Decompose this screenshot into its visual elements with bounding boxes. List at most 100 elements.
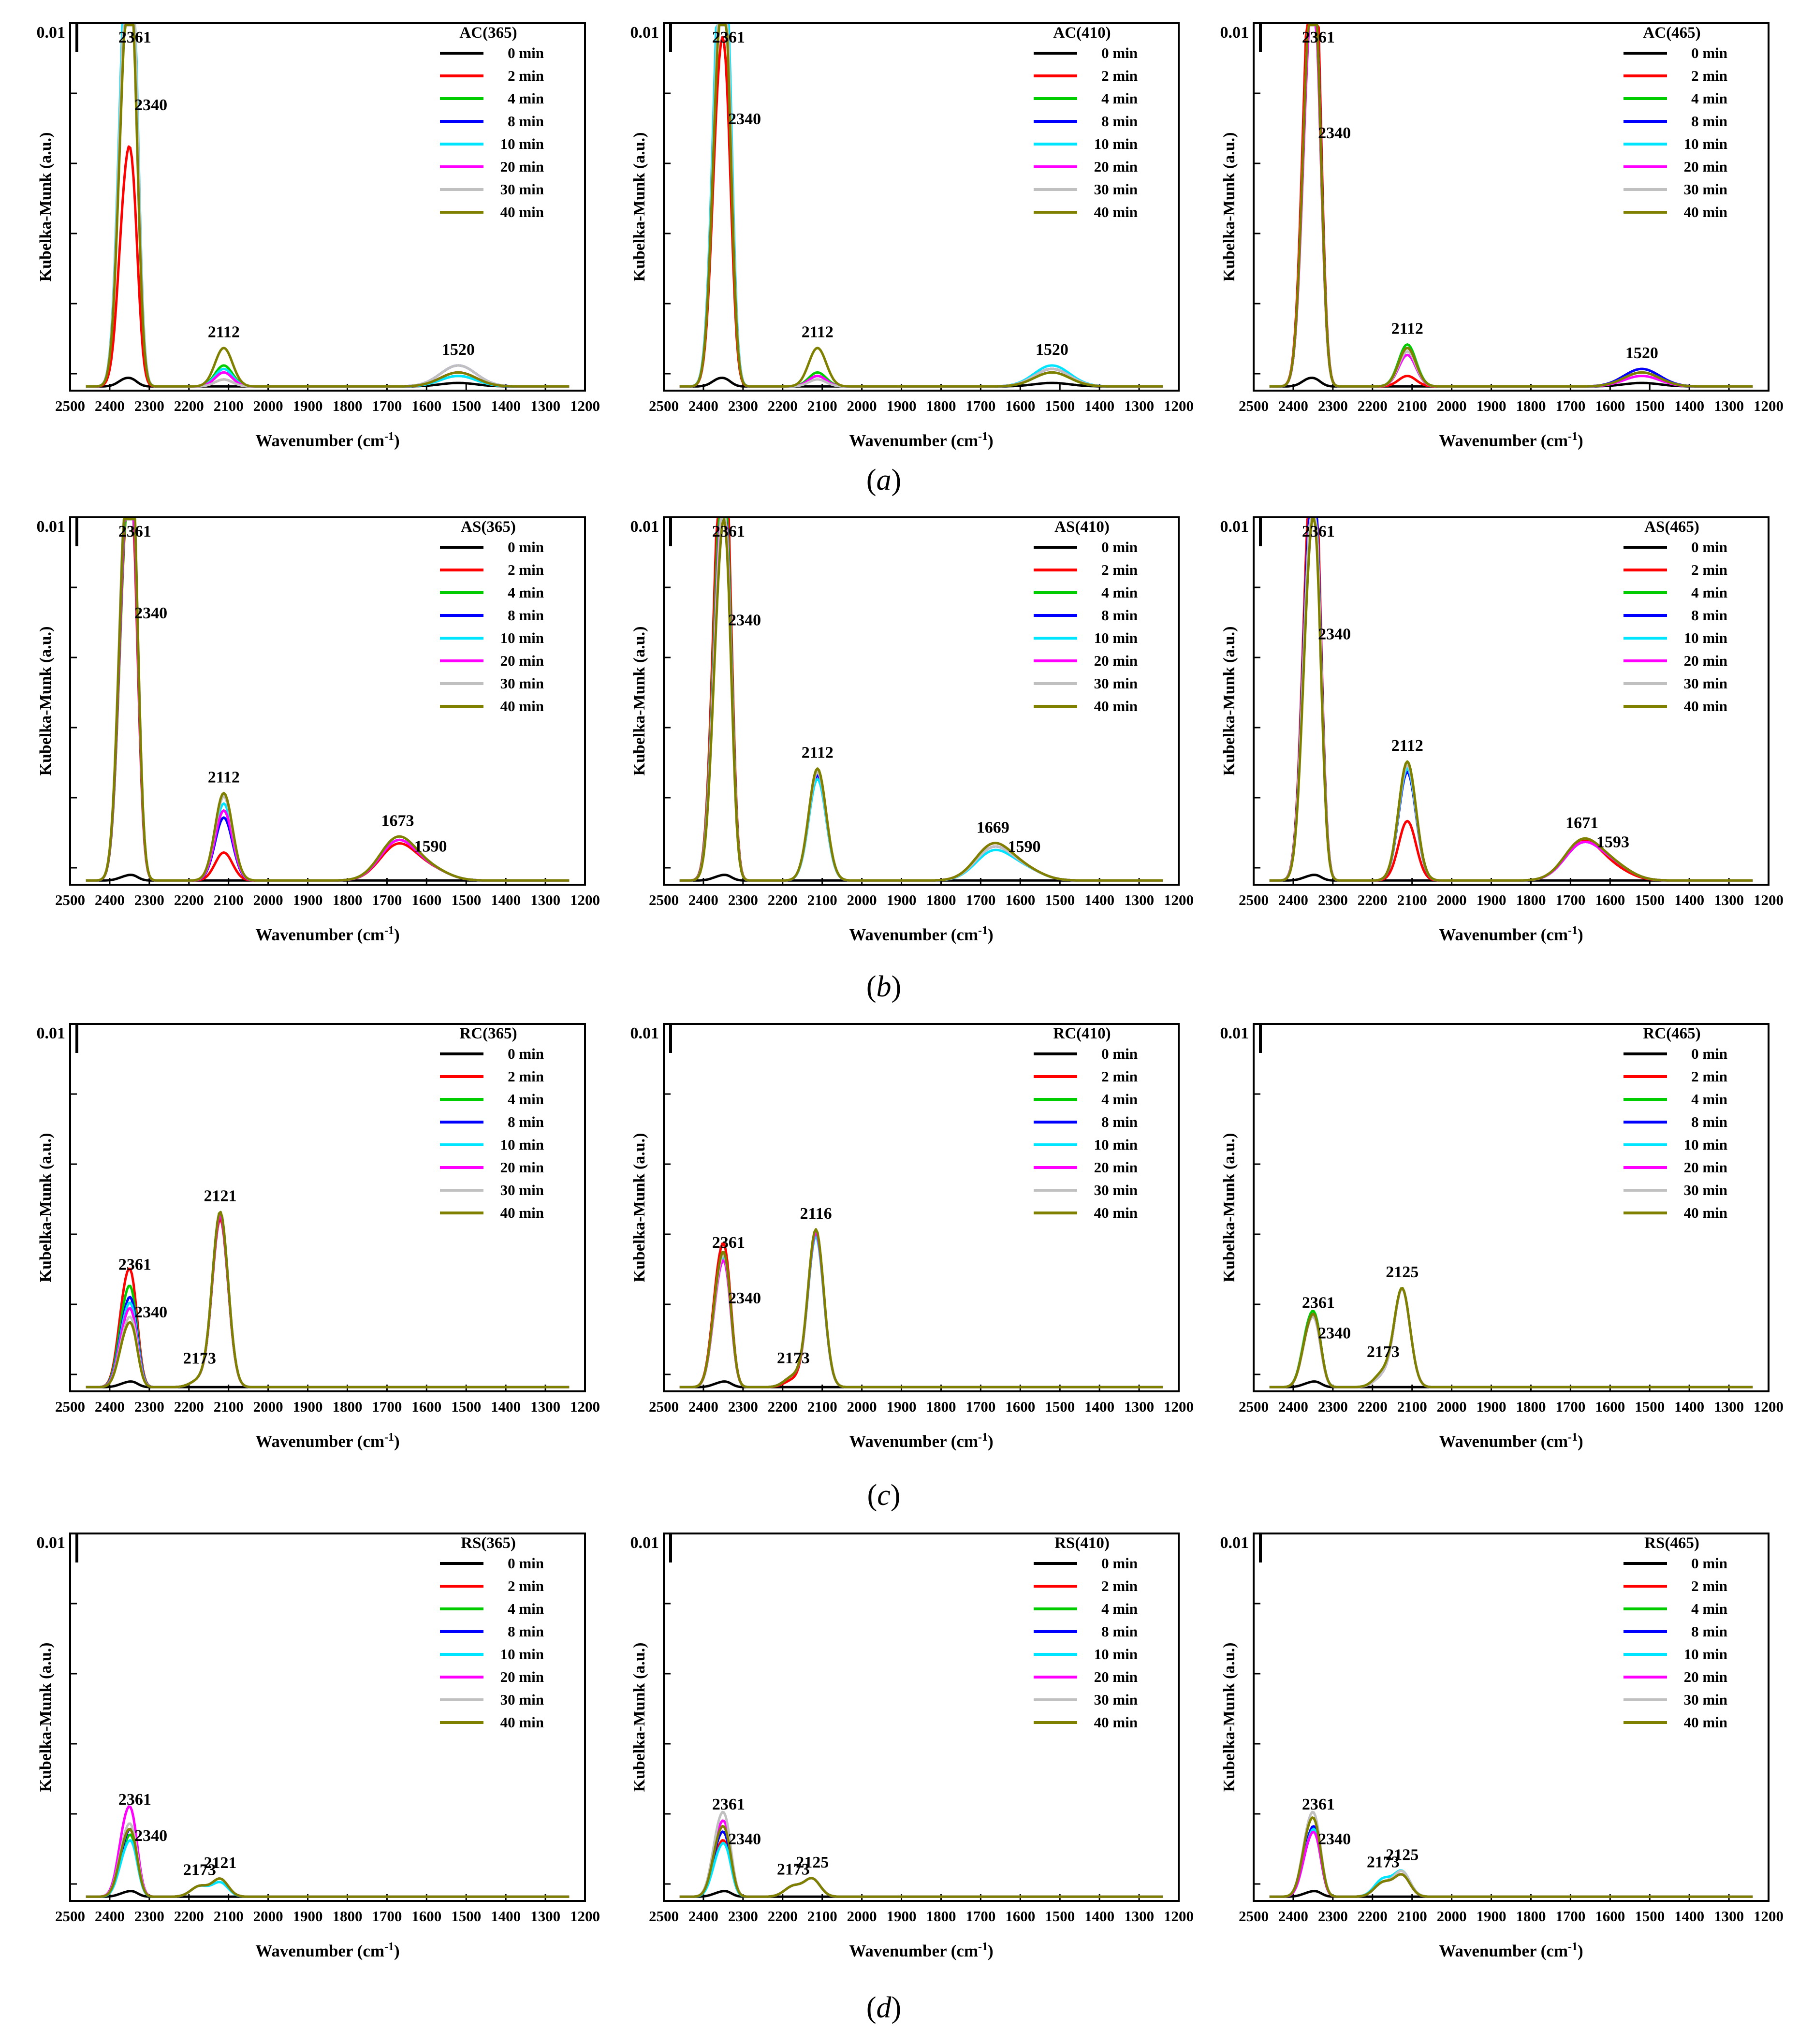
x-tick-label: 2300 bbox=[728, 891, 758, 908]
plot-frame bbox=[663, 516, 1180, 886]
x-tick-label: 2100 bbox=[1397, 1908, 1427, 1925]
legend-label: 20 min bbox=[1094, 652, 1138, 669]
peak-label: 2361 bbox=[118, 1791, 151, 1809]
series-line-10-min bbox=[1269, 24, 1753, 388]
legend-label: 8 min bbox=[508, 607, 544, 624]
x-tick-label: 2400 bbox=[1278, 1398, 1308, 1415]
legend-label: 4 min bbox=[1691, 1091, 1727, 1108]
x-tick-label: 1900 bbox=[887, 1398, 917, 1415]
series-line-4-min bbox=[86, 1214, 570, 1388]
legend-label: 8 min bbox=[1691, 607, 1727, 624]
chart-title: RC(465) bbox=[1643, 1025, 1700, 1042]
chart-panel-as-365: 0.01 Kubelka-Munk (a.u.) 2500 2400 2300 2200 2… bbox=[37, 516, 600, 944]
x-tick-label: 1200 bbox=[1754, 1398, 1784, 1415]
x-tick-label: 2000 bbox=[1437, 891, 1467, 908]
legend-label: 2 min bbox=[1101, 67, 1138, 84]
legend-label: 4 min bbox=[508, 584, 544, 601]
y-scale-label: 0.01 bbox=[1220, 1024, 1249, 1042]
legend-label: 2 min bbox=[1691, 67, 1727, 84]
legend-label: 0 min bbox=[1101, 44, 1138, 61]
y-scale-label: 0.01 bbox=[630, 1024, 659, 1042]
x-tick-label: 1900 bbox=[293, 891, 323, 908]
x-tick-label: 1900 bbox=[293, 397, 323, 414]
chart-title: RS(465) bbox=[1644, 1534, 1699, 1552]
x-tick-label: 1800 bbox=[926, 891, 956, 908]
series-line-2-min bbox=[86, 518, 570, 882]
legend-label: 2 min bbox=[1101, 1577, 1138, 1594]
legend-label: 2 min bbox=[508, 67, 544, 84]
x-tick-label: 2200 bbox=[768, 397, 798, 414]
series-line-8-min bbox=[1269, 24, 1753, 388]
x-tick-label: 1900 bbox=[887, 891, 917, 908]
x-tick-label: 2400 bbox=[95, 1908, 125, 1925]
x-tick-label: 2000 bbox=[253, 1908, 283, 1925]
legend-label: 30 min bbox=[1094, 675, 1138, 692]
legend-label: 8 min bbox=[508, 1623, 544, 1640]
peak-label: 2173 bbox=[183, 1861, 216, 1879]
peak-label: 1590 bbox=[414, 838, 447, 856]
series-line-10-min bbox=[86, 24, 570, 388]
chart-title: RC(410) bbox=[1053, 1025, 1111, 1042]
x-tick-label: 2400 bbox=[688, 397, 718, 414]
chart-title: AS(365) bbox=[461, 518, 516, 536]
peak-label: 2361 bbox=[1302, 1796, 1335, 1813]
x-tick-label: 2200 bbox=[174, 891, 204, 908]
legend-label: 40 min bbox=[1094, 698, 1138, 715]
legend-label: 40 min bbox=[500, 204, 544, 220]
x-tick-label: 2400 bbox=[1278, 1908, 1308, 1925]
x-tick-label: 2100 bbox=[1397, 397, 1427, 414]
legend-label: 8 min bbox=[508, 113, 544, 130]
legend-label: 30 min bbox=[500, 675, 544, 692]
legend-label: 2 min bbox=[1101, 1068, 1138, 1085]
legend-label: 8 min bbox=[1691, 113, 1727, 130]
x-tick-label: 1400 bbox=[1084, 1398, 1114, 1415]
peak-label: 2361 bbox=[118, 29, 151, 46]
x-tick-label: 2100 bbox=[214, 1908, 244, 1925]
plot-frame bbox=[1253, 1023, 1770, 1392]
legend-label: 2 min bbox=[1691, 1577, 1727, 1594]
y-axis-label: Kubelka-Munk (a.u.) bbox=[630, 627, 648, 776]
legend-label: 2 min bbox=[1691, 1068, 1727, 1085]
x-tick-label: 2500 bbox=[649, 1398, 679, 1415]
x-tick-label: 1400 bbox=[491, 1398, 521, 1415]
x-tick-label: 1500 bbox=[451, 891, 481, 908]
legend-label: 10 min bbox=[1094, 629, 1138, 646]
legend-label: 20 min bbox=[500, 1159, 544, 1176]
x-tick-label: 1700 bbox=[372, 1908, 402, 1925]
x-tick-label: 1200 bbox=[570, 1908, 600, 1925]
y-scale-label: 0.01 bbox=[1220, 1534, 1249, 1552]
legend-label: 30 min bbox=[1094, 1182, 1138, 1198]
plot-frame bbox=[69, 1023, 586, 1392]
x-tick-label: 2400 bbox=[95, 891, 125, 908]
series-line-2-min bbox=[679, 1839, 1163, 1898]
y-scale-label: 0.01 bbox=[630, 24, 659, 42]
peak-label: 1590 bbox=[1008, 838, 1041, 856]
x-tick-label: 2200 bbox=[1358, 891, 1388, 908]
peak-label: 2340 bbox=[134, 96, 167, 114]
x-tick-label: 2000 bbox=[1437, 1398, 1467, 1415]
x-tick-label: 2200 bbox=[768, 1908, 798, 1925]
series-line-8-min bbox=[679, 1231, 1163, 1388]
legend-label: 0 min bbox=[508, 539, 544, 555]
legend-label: 20 min bbox=[500, 158, 544, 175]
series-line-30-min bbox=[1269, 518, 1753, 882]
series-line-30-min bbox=[86, 24, 570, 388]
peak-label: 2361 bbox=[712, 1796, 745, 1813]
y-scale-label: 0.01 bbox=[630, 518, 659, 536]
legend-label: 10 min bbox=[500, 135, 544, 152]
chart-panel-ac-465: 0.01 Kubelka-Munk (a.u.) 2500 2400 2300 2200 2… bbox=[1220, 22, 1784, 450]
x-tick-label: 1300 bbox=[530, 891, 560, 908]
x-tick-label: 2000 bbox=[253, 397, 283, 414]
x-tick-label: 1300 bbox=[1714, 1398, 1744, 1415]
x-tick-label: 1900 bbox=[293, 1398, 323, 1415]
x-tick-label: 1200 bbox=[1164, 891, 1194, 908]
legend-label: 4 min bbox=[1101, 90, 1138, 107]
x-tick-label: 2400 bbox=[1278, 397, 1308, 414]
series-line-40-min bbox=[679, 518, 1163, 882]
series-line-30-min bbox=[1269, 24, 1753, 388]
peak-label: 2340 bbox=[1318, 1324, 1351, 1342]
x-tick-label: 1500 bbox=[1045, 397, 1075, 414]
x-tick-label: 2300 bbox=[1318, 397, 1348, 414]
peak-label: 2340 bbox=[728, 110, 761, 128]
peak-label: 1593 bbox=[1596, 833, 1629, 851]
